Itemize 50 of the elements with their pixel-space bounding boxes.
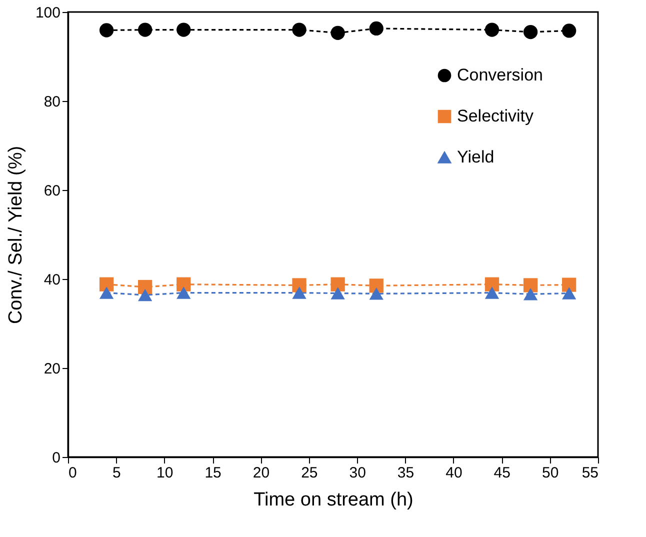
point	[523, 24, 538, 40]
point	[330, 26, 345, 40]
x-tick-label: 30	[349, 464, 366, 482]
point	[138, 280, 152, 294]
point	[369, 288, 384, 300]
x-tick-label: 40	[446, 464, 462, 482]
point	[562, 287, 576, 300]
y-axis-title: Conv./ Sel./ Yield (%)	[5, 146, 26, 324]
x-tick-label: 55	[582, 464, 598, 482]
point	[484, 277, 500, 292]
x-tick-label: 5	[112, 464, 121, 482]
point	[330, 287, 345, 300]
legend-label: Yield	[457, 148, 494, 166]
x-tick-label: 45	[494, 464, 510, 482]
y-tick-label: 20	[44, 360, 60, 378]
y-tick-label: 0	[52, 450, 60, 466]
point	[138, 22, 152, 37]
point	[369, 278, 384, 293]
point	[99, 286, 114, 299]
x-tick-label: 10	[156, 464, 174, 482]
y-tick-label: 80	[44, 94, 60, 110]
point	[562, 278, 576, 292]
point	[99, 23, 114, 38]
x-tick-label: 35	[397, 464, 414, 482]
point	[330, 277, 345, 292]
x-axis-title: Time on stream (h)	[254, 490, 414, 510]
point	[523, 278, 538, 292]
point	[292, 286, 306, 299]
point	[292, 278, 306, 292]
x-tick-label: 20	[252, 464, 270, 482]
x-tick-label: 25	[301, 464, 318, 482]
point	[484, 22, 500, 37]
point	[176, 286, 191, 299]
point	[369, 21, 384, 36]
x-tick-label: 50	[542, 464, 559, 482]
point	[484, 286, 500, 299]
point	[99, 277, 114, 292]
legend-label: Selectivity	[457, 106, 534, 126]
legend-label: Conversion	[457, 66, 543, 84]
point	[562, 24, 576, 38]
x-tick-label: 0	[68, 464, 77, 482]
x-tick-label: 15	[204, 464, 222, 482]
y-tick-label: 40	[44, 272, 60, 288]
point	[176, 277, 191, 292]
point	[138, 288, 152, 302]
point	[176, 22, 191, 37]
point	[523, 288, 538, 300]
y-tick-label: 100	[35, 4, 60, 22]
point	[292, 22, 306, 37]
y-tick-label: 60	[44, 182, 60, 200]
